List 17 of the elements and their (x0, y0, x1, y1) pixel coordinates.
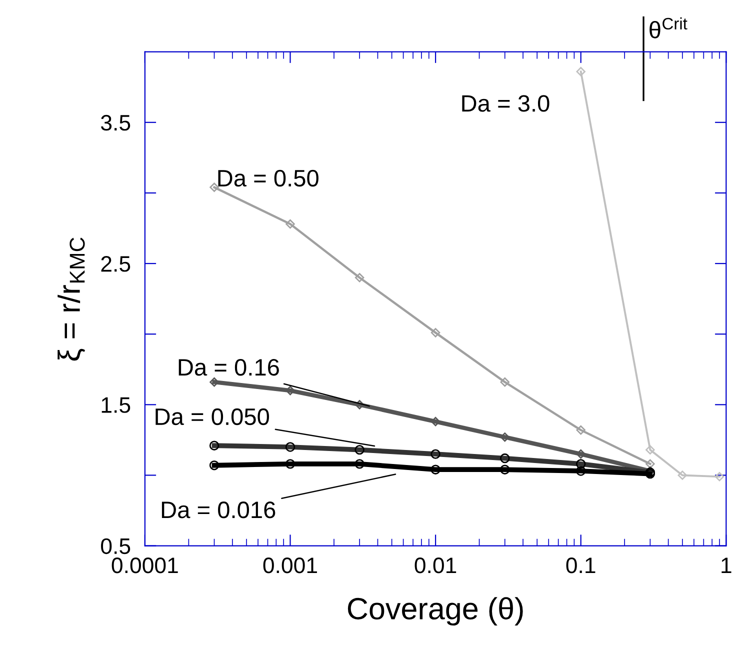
ref-line-label: θ$^{Crit}$ (650, 17, 688, 38)
x-tick-label: 0.01 (414, 557, 456, 574)
series-label: Da = 0.50 (218, 170, 318, 187)
x-tick-label: 0.0001 (112, 557, 178, 574)
y-tick-label: 3.5 (101, 114, 130, 131)
y-tick-label: 1.5 (102, 397, 130, 413)
x-axis-title: Coverage (θ) (348, 597, 523, 626)
series-label: Da = 0.050 (156, 408, 270, 426)
x-tick-label: 0.001 (263, 557, 317, 574)
y-axis-title: ξ = r/r$_{KMC}$ (58, 238, 86, 361)
series-label: Da = 0.16 (178, 358, 279, 376)
y-tick-label: 0.5 (101, 538, 130, 554)
x-tick-label: 0.1 (566, 557, 596, 574)
x-tick-label: 1 (722, 558, 732, 574)
y-tick-label: 2.5 (101, 256, 130, 272)
series-label: Da = 0.016 (162, 502, 276, 518)
series-label: Da = 3.0 (462, 95, 550, 112)
